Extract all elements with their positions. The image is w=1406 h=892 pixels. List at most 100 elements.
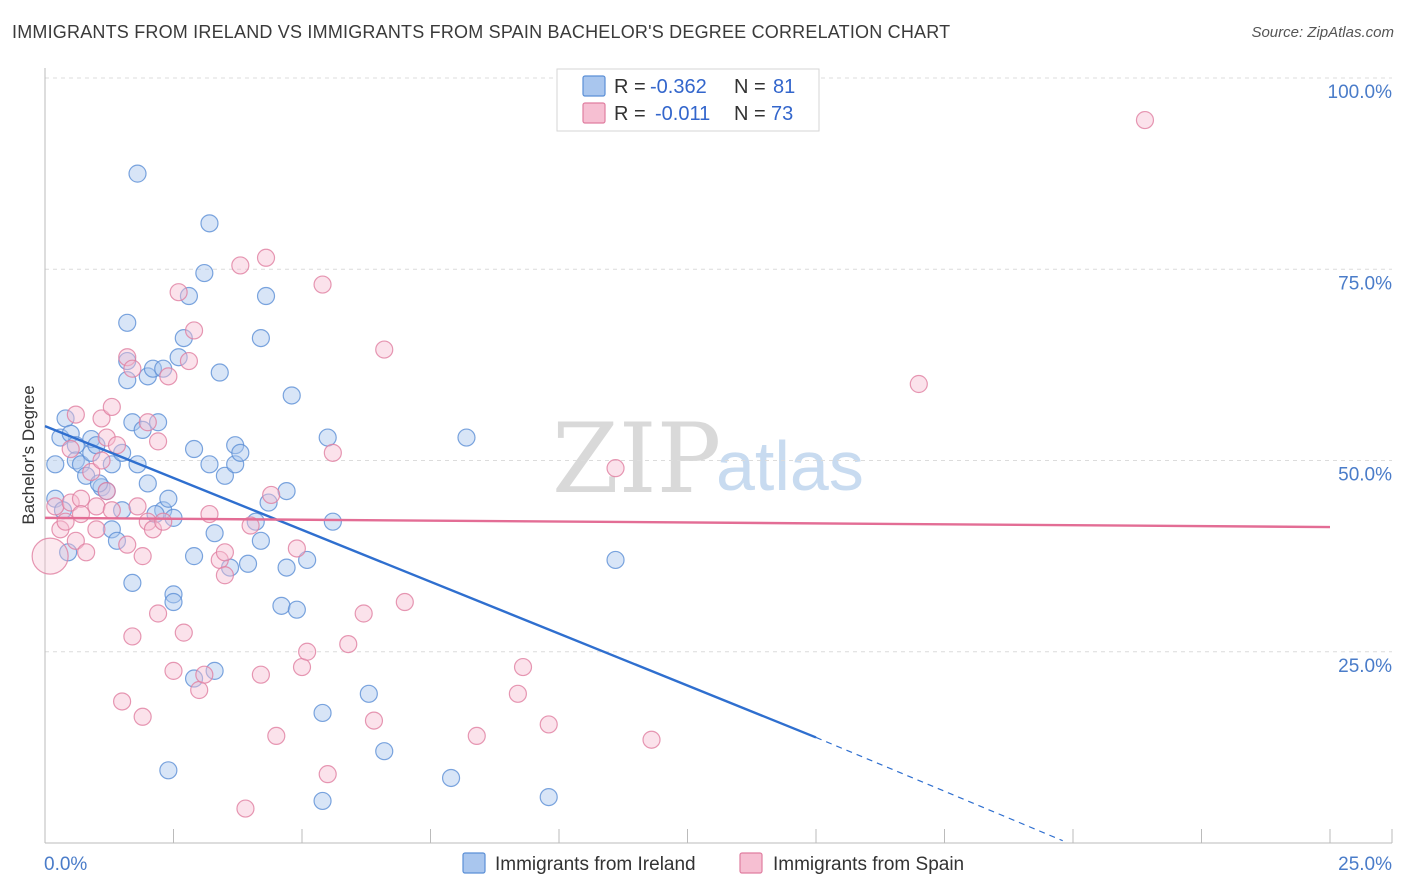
bottom-legend-swatch-spain: [739, 852, 763, 874]
x-tick-label: 0.0%: [44, 854, 87, 875]
ireland-point: [123, 573, 142, 593]
spain-point: [112, 692, 132, 711]
legend-n-label-spain: N =: [734, 103, 766, 125]
spain-point: [251, 665, 270, 684]
spain-point: [56, 512, 75, 531]
ireland-point: [123, 413, 142, 432]
spain-point: [102, 501, 121, 520]
spain-point: [1135, 110, 1155, 130]
legend-n-value-ireland: 81: [773, 76, 795, 98]
ireland-point: [102, 455, 121, 474]
spain-point: [154, 512, 173, 531]
spain-point: [642, 730, 661, 749]
watermark-atlas: atlas: [716, 427, 864, 505]
ireland-point: [457, 428, 476, 447]
ireland-point: [238, 554, 258, 573]
ireland-point: [539, 787, 558, 807]
bottom-legend-label-ireland: Immigrants from Ireland: [495, 854, 696, 875]
ireland-point: [313, 703, 332, 723]
bottom-legend-label-spain: Immigrants from Spain: [773, 854, 964, 875]
ireland-point: [205, 661, 224, 680]
spain-point: [262, 485, 281, 505]
ireland-point: [205, 524, 224, 543]
ireland-point: [195, 263, 214, 283]
y-tick-label: 25.0%: [1338, 656, 1392, 677]
ireland-point: [256, 286, 276, 306]
spain-point: [339, 634, 358, 654]
y-tick-label: 75.0%: [1338, 273, 1392, 294]
bottom-legend-swatch-ireland: [462, 852, 486, 874]
spain-point: [71, 489, 91, 508]
spain-point: [287, 539, 306, 558]
watermark: ZIP atlas: [552, 403, 864, 515]
ireland-point: [118, 313, 137, 332]
spain-point: [184, 321, 204, 340]
spain-point: [195, 665, 214, 684]
ireland-point: [169, 348, 188, 367]
ireland-point: [200, 214, 219, 233]
spain-point: [133, 707, 152, 726]
spain-point: [215, 543, 234, 562]
ireland-point: [226, 455, 245, 474]
axes: [44, 68, 1393, 844]
chart-title: IMMIGRANTS FROM IRELAND VS IMMIGRANTS FR…: [12, 22, 951, 42]
legend-r-value-spain: -0.011: [655, 103, 710, 125]
spain-point: [92, 451, 111, 470]
spain-point: [159, 367, 178, 386]
bottom-legend: Immigrants from Ireland Immigrants from …: [462, 852, 964, 875]
ireland-point: [159, 489, 178, 508]
spain-point: [267, 726, 286, 746]
ireland-point: [128, 164, 147, 183]
spain-point: [143, 520, 163, 539]
spain-point: [133, 547, 152, 566]
spain-trend-line: [44, 516, 1331, 529]
ireland-point: [184, 669, 204, 688]
tick-labels: 25.0% 50.0% 75.0% 100.0% 0.0% 25.0%: [44, 82, 1392, 875]
ireland-point: [148, 413, 168, 432]
ireland-point: [184, 547, 204, 566]
spain-point: [123, 627, 142, 646]
ireland-point: [277, 482, 296, 501]
ireland-point: [272, 596, 291, 615]
spain-point: [292, 657, 312, 677]
spain-point: [118, 535, 137, 554]
spain-point: [71, 504, 91, 524]
ireland-point: [231, 443, 250, 462]
spain-point: [606, 459, 625, 478]
spain-point: [66, 531, 85, 550]
spain-point: [92, 409, 111, 428]
legend-r-label-spain: R =: [614, 103, 646, 125]
ireland-point: [179, 286, 199, 306]
ireland-point: [323, 512, 342, 531]
spain-point: [87, 497, 106, 516]
ireland-point: [164, 585, 183, 604]
spain-point: [148, 432, 168, 451]
spain-point: [66, 405, 85, 424]
y-tick-label: 50.0%: [1338, 465, 1392, 486]
spain-point: [97, 482, 116, 501]
legend-r-value-ireland: -0.362: [650, 76, 707, 98]
spain-point: [215, 566, 234, 585]
ireland-point: [287, 600, 306, 619]
spain-point: [164, 661, 183, 680]
spain-point: [97, 428, 116, 447]
spain-point: [123, 359, 142, 378]
spain-point: [190, 680, 209, 700]
spain-point: [395, 592, 414, 612]
ireland-point: [277, 558, 296, 577]
ireland-point: [138, 474, 157, 493]
spain-point: [539, 715, 558, 734]
spain-point: [102, 397, 121, 417]
ireland-point: [318, 428, 337, 447]
spain-point: [313, 275, 332, 294]
ireland-point: [174, 329, 193, 348]
spain-point: [118, 348, 137, 367]
ireland-point: [102, 520, 121, 539]
ireland-trend-extension: [815, 736, 1063, 842]
x-tick-label: 25.0%: [1338, 854, 1392, 875]
ireland-point: [159, 761, 178, 780]
ireland-point: [313, 791, 332, 811]
ireland-point: [359, 684, 378, 703]
spain-point: [128, 497, 147, 516]
spain-point: [174, 623, 193, 642]
